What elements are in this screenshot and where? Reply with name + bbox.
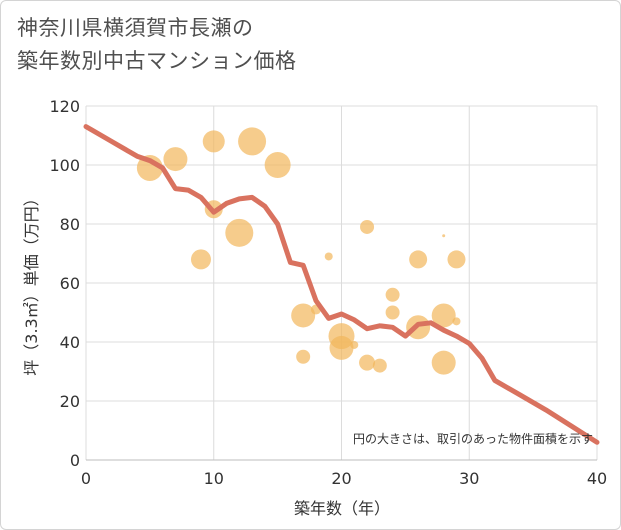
size-note: 円の大きさは、取引のあった物件面積を示す	[353, 431, 593, 446]
data-bubble	[296, 349, 311, 364]
chart-title-line-1: 神奈川県横須賀市長瀬の	[17, 16, 254, 40]
y-axis-title: 坪（3.3㎡）単価（万円）	[22, 190, 41, 375]
x-axis-title: 築年数（年）	[294, 499, 390, 518]
trend-line	[83, 124, 600, 445]
data-bubble	[442, 234, 446, 238]
y-tick-label: 20	[60, 392, 80, 411]
tick-labels: 0 20 40 60 80 100 120 0 10 20 30 40	[49, 97, 607, 488]
data-bubble	[163, 147, 188, 172]
trend-layer	[83, 124, 600, 445]
data-bubble	[409, 250, 428, 269]
data-bubble	[372, 358, 387, 373]
data-bubble	[431, 350, 456, 375]
x-tick-label: 0	[81, 469, 91, 488]
data-bubble	[350, 340, 359, 349]
data-bubble	[291, 303, 316, 328]
data-bubble	[190, 249, 211, 270]
data-bubble	[264, 152, 291, 178]
data-bubble	[447, 250, 466, 269]
data-bubble	[202, 130, 225, 153]
data-bubble	[329, 335, 354, 360]
y-tick-label: 120	[49, 97, 80, 116]
data-bubble	[238, 127, 267, 156]
y-tick-label: 80	[60, 215, 80, 234]
x-tick-label: 20	[331, 469, 351, 488]
chart-title-line-2: 築年数別中古マンション価格	[17, 49, 297, 73]
data-bubble	[359, 354, 376, 371]
data-bubble	[385, 287, 400, 302]
data-bubble	[385, 305, 400, 320]
y-tick-label: 60	[60, 274, 80, 293]
y-tick-label: 0	[70, 451, 80, 470]
bubble-layer	[136, 127, 466, 375]
data-bubble	[225, 218, 254, 247]
data-bubble	[431, 303, 456, 328]
chart-title: 神奈川県横須賀市長瀬の 築年数別中古マンション価格	[17, 12, 577, 78]
data-bubble	[452, 317, 461, 326]
data-bubble	[324, 252, 333, 261]
y-tick-label: 100	[49, 156, 80, 175]
x-tick-label: 40	[587, 469, 607, 488]
x-tick-label: 10	[204, 469, 224, 488]
y-tick-label: 40	[60, 333, 80, 352]
grid-lines	[85, 105, 598, 461]
data-bubble	[360, 219, 375, 234]
x-tick-label: 30	[459, 469, 479, 488]
